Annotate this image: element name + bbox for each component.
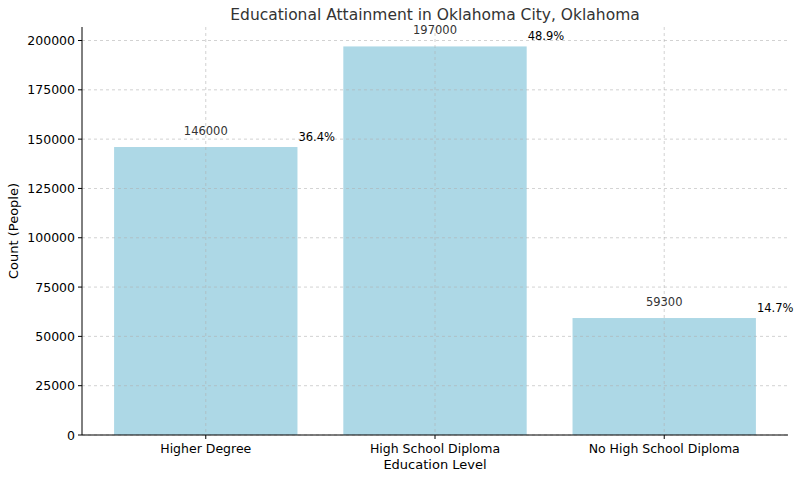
y-tick-label: 0 — [67, 428, 75, 443]
x-tick-label: Higher Degree — [160, 441, 251, 456]
y-tick-label: 150000 — [27, 132, 75, 147]
grid-line — [82, 139, 788, 140]
x-tick — [435, 435, 436, 439]
y-tick-label: 25000 — [35, 378, 75, 393]
grid-line — [82, 385, 788, 386]
y-tick — [78, 40, 82, 41]
data-label: 146000 — [184, 124, 228, 138]
y-tick — [78, 89, 82, 90]
grid — [82, 27, 788, 435]
y-tick — [78, 139, 82, 140]
grid-line — [664, 27, 665, 435]
y-tick-label: 200000 — [27, 33, 75, 48]
x-tick-label: High School Diploma — [370, 441, 500, 456]
grid-line — [82, 336, 788, 337]
y-tick-label: 50000 — [35, 329, 75, 344]
chart-title: Educational Attainment in Oklahoma City,… — [230, 6, 639, 24]
chart-container: 0 25000 50000 75000 100000 125000 150000 175000… — [0, 0, 800, 479]
y-tick-label: 75000 — [35, 280, 75, 295]
chart-svg: 0 25000 50000 75000 100000 125000 150000 175000… — [0, 0, 800, 479]
x-axis-label: Education Level — [383, 457, 486, 472]
annotation: 14.7% — [757, 301, 794, 315]
y-tick — [78, 385, 82, 386]
data-label: 59300 — [646, 295, 683, 309]
y-axis-label: Count (People) — [6, 183, 21, 279]
x-tick — [664, 435, 665, 439]
y-tick — [78, 336, 82, 337]
y-tick — [78, 188, 82, 189]
data-label: 197000 — [413, 23, 457, 37]
grid-line — [82, 188, 788, 189]
x-tick-label: No High School Diploma — [589, 441, 740, 456]
annotation: 36.4% — [298, 130, 335, 144]
y-tick-label: 125000 — [27, 181, 75, 196]
grid-line — [205, 27, 206, 435]
grid-line — [435, 27, 436, 435]
y-tick — [78, 287, 82, 288]
y-axis-line — [82, 27, 83, 435]
y-tick-label: 100000 — [27, 230, 75, 245]
annotation: 48.9% — [528, 29, 565, 43]
y-tick — [78, 237, 82, 238]
y-tick — [78, 435, 82, 436]
x-tick — [205, 435, 206, 439]
y-tick-label: 175000 — [27, 82, 75, 97]
